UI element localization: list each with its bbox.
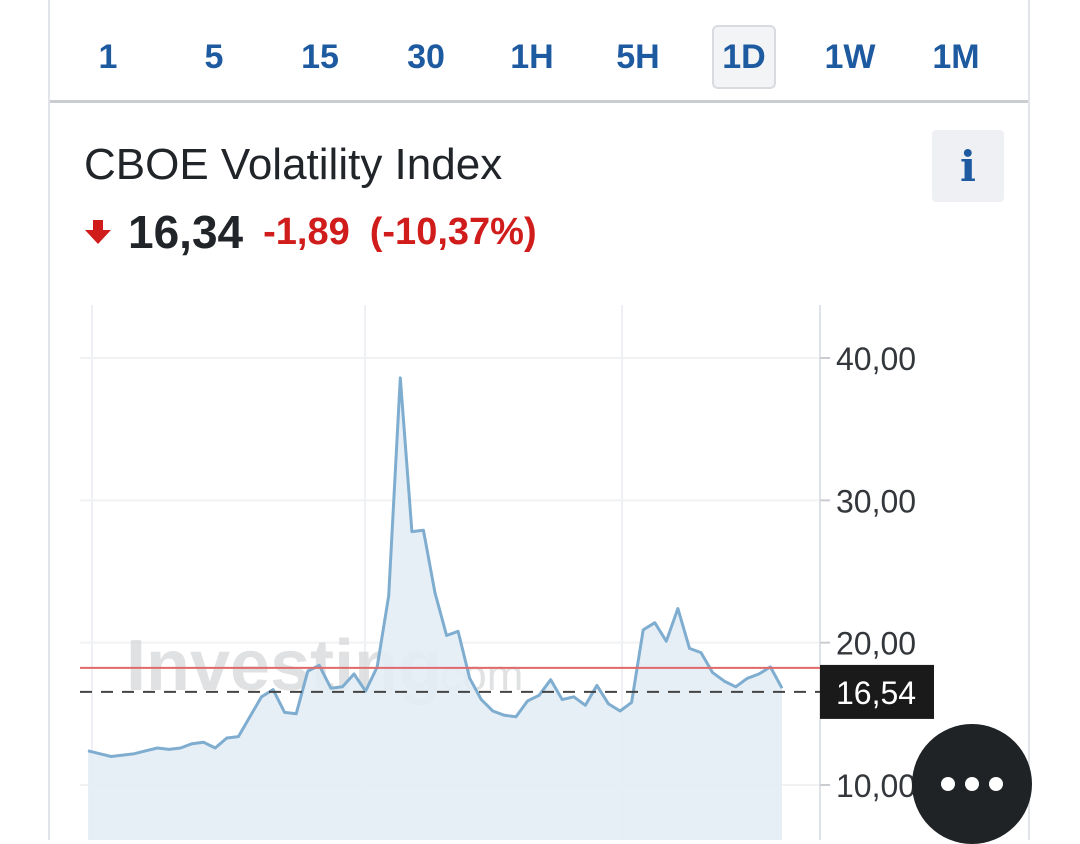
price-change-percent: (-10,37%) — [369, 210, 537, 253]
more-dots-icon — [989, 777, 1003, 791]
tab-30[interactable]: 30 — [407, 37, 445, 76]
current-value-badge: 16,54 — [820, 664, 934, 719]
tab-5[interactable]: 5 — [204, 37, 224, 76]
last-price: 16,34 — [128, 206, 244, 258]
tab-1h[interactable]: 1H — [510, 37, 554, 76]
more-options-button[interactable] — [912, 724, 1032, 844]
y-tick-label: 40,00 — [836, 341, 916, 377]
y-tick-label: 10,00 — [836, 768, 916, 804]
series-line — [87, 376, 784, 758]
instrument-title: CBOE Volatility Index — [84, 140, 503, 189]
tab-1m[interactable]: 1M — [932, 37, 980, 76]
info-icon: i — [960, 141, 976, 191]
timeframe-tabs: 1 5 15 30 1H 5H 1D 1W 1M — [50, 0, 1028, 103]
y-tick-label: 30,00 — [836, 483, 916, 519]
info-button[interactable]: i — [932, 130, 1004, 202]
tab-5h[interactable]: 5H — [616, 37, 660, 76]
more-dots-icon — [965, 777, 979, 791]
arrow-down-icon — [85, 220, 111, 244]
current-value-label: 16,54 — [836, 675, 916, 711]
tab-1[interactable]: 1 — [98, 37, 118, 76]
y-tick-label: 20,00 — [836, 626, 916, 662]
tab-1d[interactable]: 1D — [712, 25, 776, 89]
quote-row: 16,34 -1,89 (-10,37%) — [84, 204, 537, 260]
more-dots-icon — [941, 777, 955, 791]
series-area — [88, 377, 782, 840]
tab-1w[interactable]: 1W — [824, 37, 876, 76]
price-change: -1,89 — [263, 210, 350, 253]
tab-15[interactable]: 15 — [301, 37, 339, 76]
